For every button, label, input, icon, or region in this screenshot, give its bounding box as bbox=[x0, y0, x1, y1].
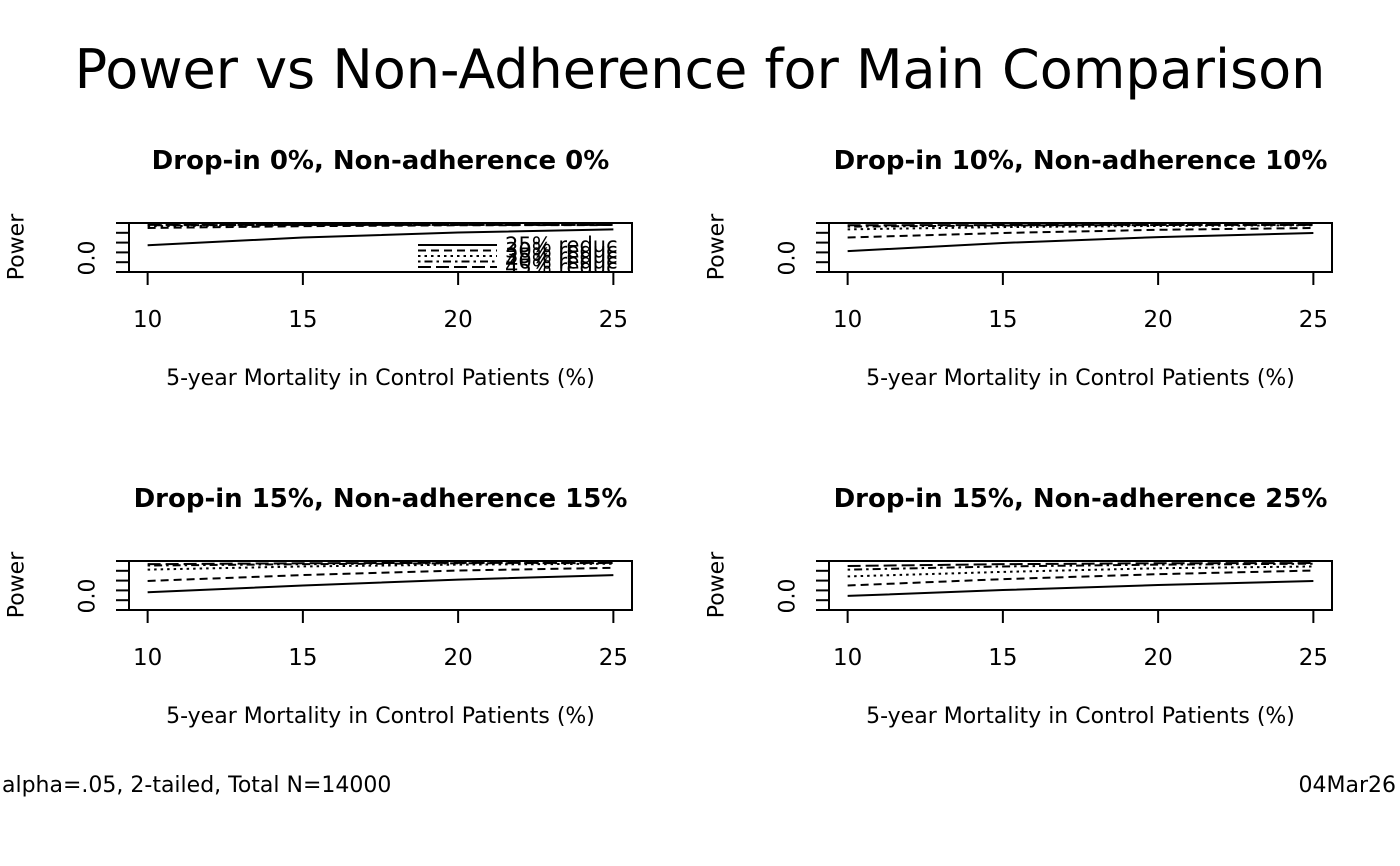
legend-entry-label: 25% reduc bbox=[505, 233, 618, 257]
legend-entry-label: 30% reduc bbox=[505, 239, 618, 263]
x-axis-label: 5-year Mortality in Control Patients (%) bbox=[866, 366, 1295, 391]
panel-title: Drop-in 15%, Non-adherence 15% bbox=[133, 484, 628, 514]
footer-date: 04Mar26 bbox=[1298, 773, 1397, 798]
x-tick-label: 10 bbox=[133, 307, 162, 333]
x-tick-label: 15 bbox=[288, 307, 317, 333]
x-tick-label: 20 bbox=[1143, 645, 1172, 671]
series-line-25-reduc bbox=[147, 574, 614, 594]
x-tick-label: 25 bbox=[599, 645, 628, 671]
panel-title: Drop-in 0%, Non-adherence 0% bbox=[151, 146, 610, 176]
x-tick-label: 25 bbox=[1299, 307, 1328, 333]
x-axis-label: 5-year Mortality in Control Patients (%) bbox=[166, 366, 595, 391]
panel-drop-in-15-non-adherence-15: Drop-in 15%, Non-adherence 15% Power 0.0… bbox=[0, 468, 700, 806]
power-plot: 10 15 20 25 bbox=[116, 560, 633, 671]
x-tick-label: 20 bbox=[443, 307, 472, 333]
plot-box bbox=[828, 222, 1333, 273]
x-axis-label: 5-year Mortality in Control Patients (%) bbox=[166, 704, 595, 729]
legend-entry-label: 40% reduc bbox=[505, 250, 618, 274]
x-tick-label: 20 bbox=[1143, 307, 1172, 333]
plot-box bbox=[128, 560, 633, 611]
series-line-45-reduc bbox=[147, 561, 614, 566]
series-line-25-reduc bbox=[847, 231, 1314, 253]
x-tick-label: 10 bbox=[133, 645, 162, 671]
panel-drop-in-10-non-adherence-10: Drop-in 10%, Non-adherence 10% Power 0.0… bbox=[700, 130, 1400, 468]
legend-entry-label: 45% reduc bbox=[505, 255, 618, 279]
panel-title: Drop-in 10%, Non-adherence 10% bbox=[833, 146, 1328, 176]
series-line-40-reduc bbox=[847, 223, 1314, 228]
series-line-40-reduc bbox=[847, 562, 1314, 571]
series-line-40-reduc bbox=[147, 562, 614, 567]
x-tick-label: 15 bbox=[988, 645, 1017, 671]
main-title: Power vs Non-Adherence for Main Comparis… bbox=[74, 38, 1326, 101]
series-line-30-reduc bbox=[147, 566, 614, 582]
footer-annotation: alpha=.05, 2-tailed, Total N=14000 bbox=[2, 773, 392, 798]
panel-drop-in-0-non-adherence-0: Drop-in 0%, Non-adherence 0% Power 0.0 1… bbox=[0, 130, 700, 468]
series-line-30-reduc bbox=[847, 226, 1314, 239]
x-tick-label: 15 bbox=[988, 307, 1017, 333]
plot-box bbox=[128, 222, 633, 273]
x-tick-label: 20 bbox=[443, 645, 472, 671]
x-axis-label: 5-year Mortality in Control Patients (%) bbox=[866, 704, 1295, 729]
series-line-25-reduc bbox=[147, 228, 614, 247]
x-tick-label: 10 bbox=[833, 645, 862, 671]
panel-title: Drop-in 15%, Non-adherence 25% bbox=[833, 484, 1328, 514]
legend-entry-label: 35% reduc bbox=[505, 244, 618, 268]
x-tick-label: 25 bbox=[599, 307, 628, 333]
plot-box bbox=[828, 560, 1333, 611]
power-plot: 10 15 20 25 bbox=[816, 222, 1333, 333]
power-plot: 10 15 20 25 bbox=[816, 560, 1333, 671]
x-tick-label: 10 bbox=[833, 307, 862, 333]
series-line-25-reduc bbox=[847, 579, 1314, 597]
x-tick-label: 25 bbox=[1299, 645, 1328, 671]
x-tick-label: 15 bbox=[288, 645, 317, 671]
panel-drop-in-15-non-adherence-25: Drop-in 15%, Non-adherence 25% Power 0.0… bbox=[700, 468, 1400, 806]
series-line-45-reduc bbox=[847, 562, 1314, 567]
